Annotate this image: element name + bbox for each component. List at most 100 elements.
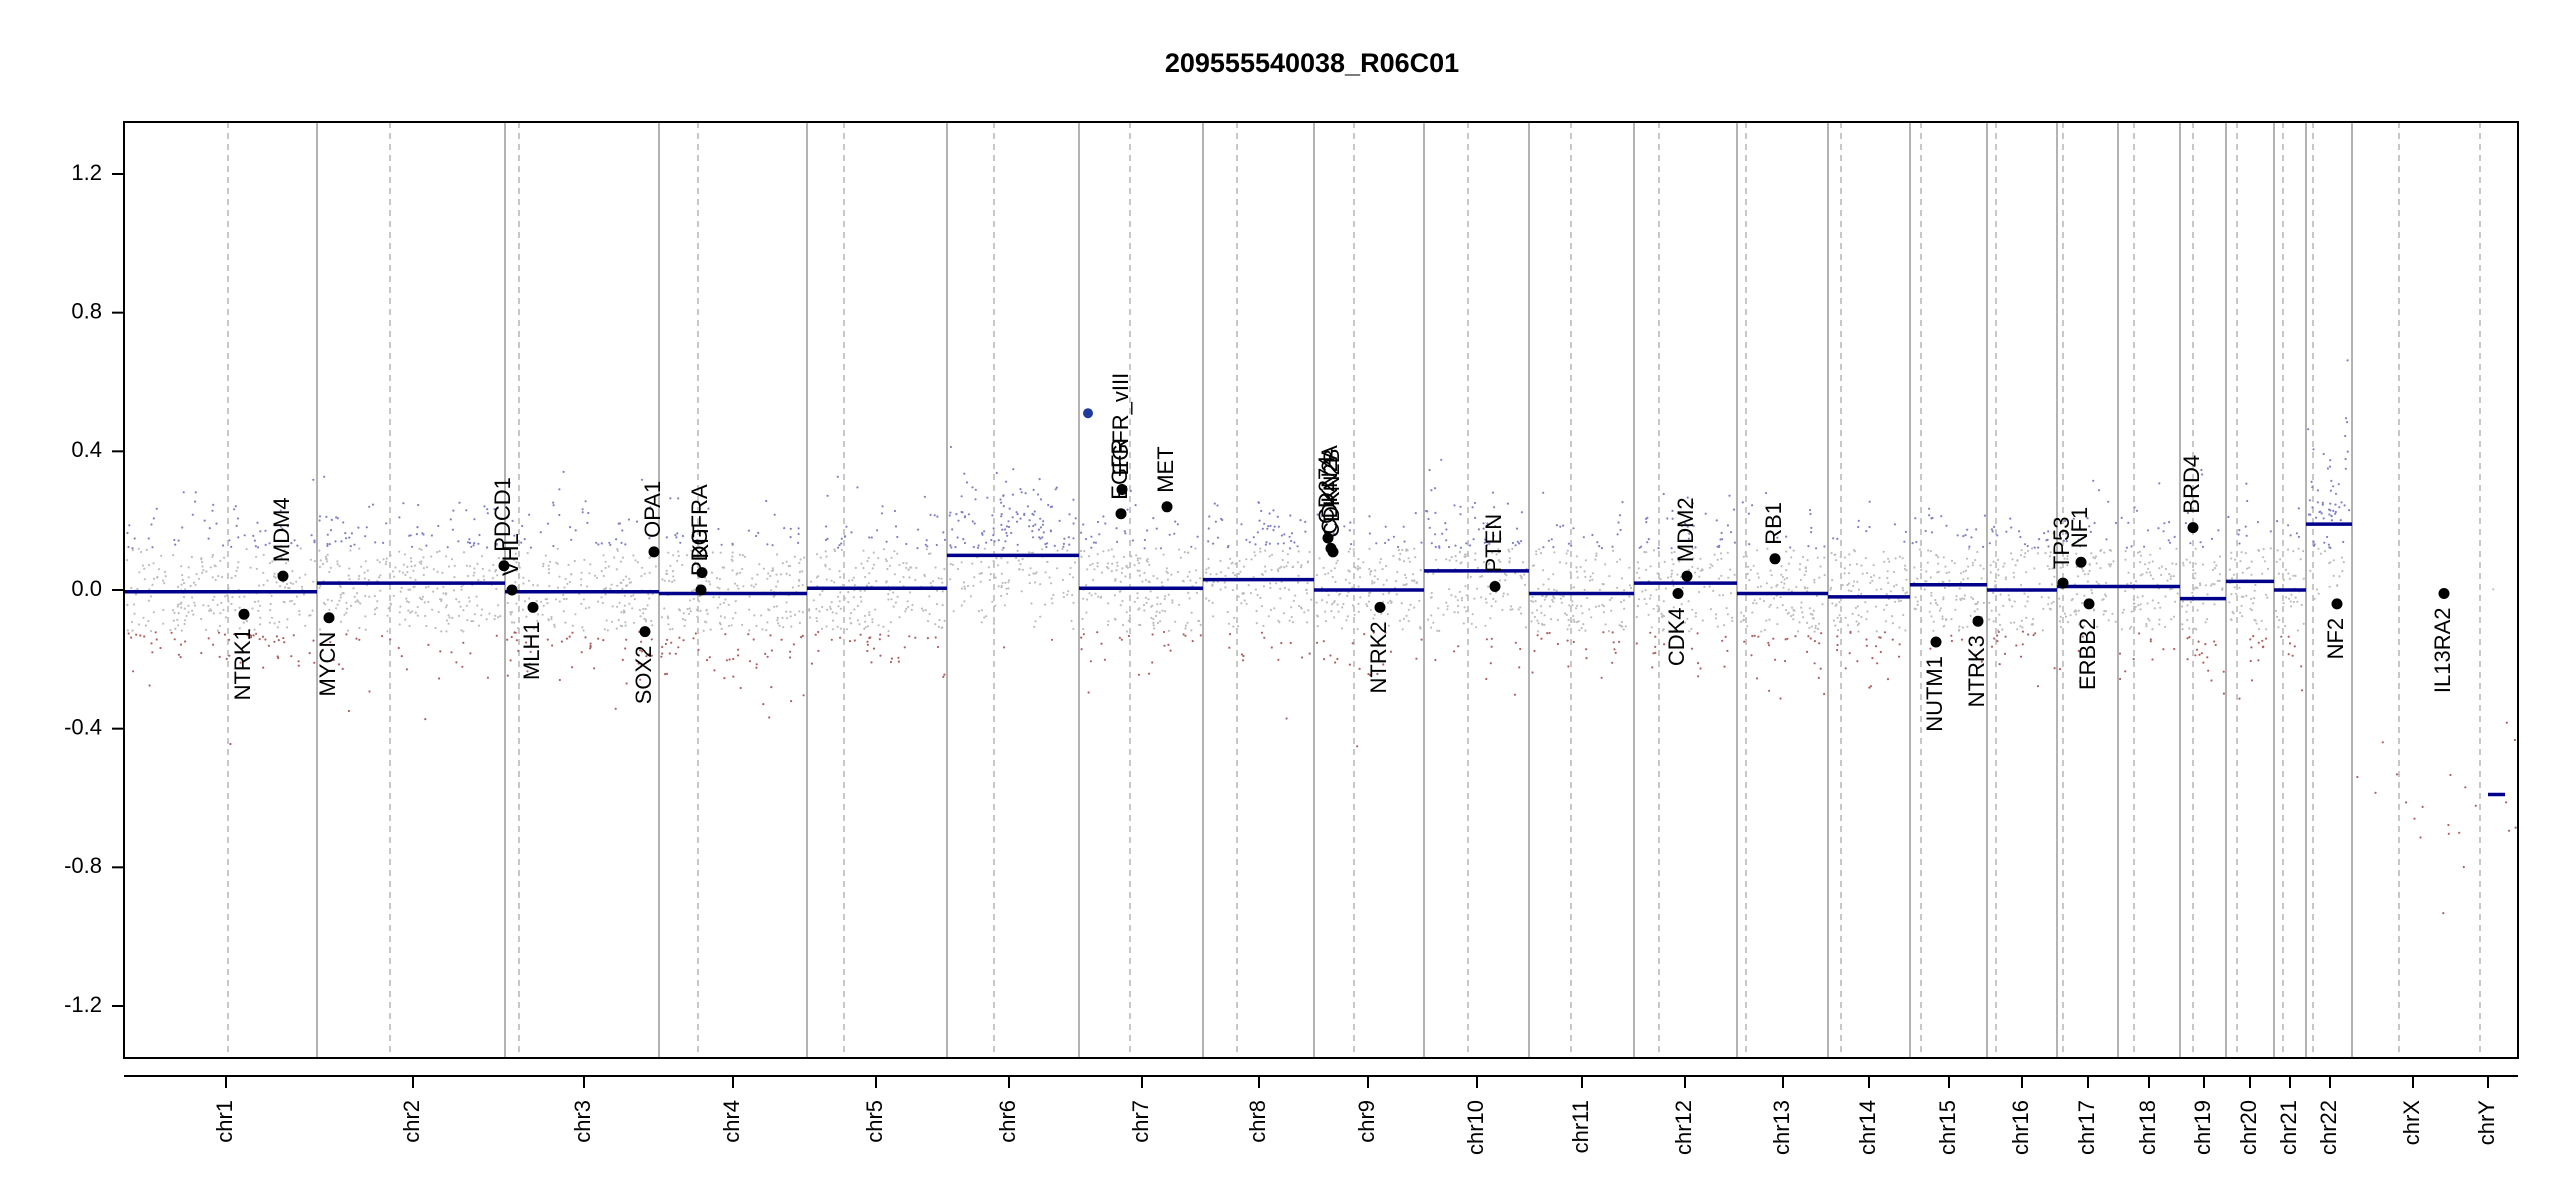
probe-point — [1261, 527, 1264, 530]
probe-point — [1555, 524, 1559, 527]
probe-point — [353, 595, 356, 599]
probe-point — [1620, 601, 1623, 604]
probe-point — [297, 664, 300, 667]
probe-point — [997, 564, 1000, 567]
probe-point — [1581, 612, 1584, 615]
probe-point — [1948, 579, 1951, 582]
probe-point — [326, 544, 329, 548]
probe-point — [416, 614, 419, 617]
probe-point — [136, 587, 139, 591]
probe-point — [619, 581, 622, 584]
probe-point — [2230, 618, 2233, 622]
probe-point — [1611, 661, 1614, 664]
probe-point — [1119, 604, 1122, 607]
probe-point — [2213, 603, 2216, 606]
probe-point — [1930, 594, 1933, 597]
probe-point — [2250, 679, 2254, 682]
probe-point — [731, 543, 734, 546]
probe-point — [1905, 591, 1909, 594]
probe-point — [157, 568, 161, 571]
probe-point — [1769, 569, 1772, 572]
probe-point — [197, 577, 201, 580]
probe-point — [2334, 503, 2337, 506]
probe-point — [1768, 689, 1771, 692]
probe-point — [1227, 622, 1231, 625]
probe-point — [1520, 540, 1523, 543]
gene-marker-pdgfra — [695, 584, 707, 596]
probe-point — [1062, 591, 1065, 594]
probe-point — [1080, 555, 1083, 559]
probe-point — [1039, 517, 1042, 520]
probe-point — [267, 644, 270, 647]
probe-point — [1194, 547, 1197, 550]
probe-point — [462, 609, 465, 612]
probe-point — [1552, 546, 1555, 549]
probe-point — [586, 585, 589, 588]
probe-point — [273, 572, 276, 575]
probe-point — [385, 560, 388, 563]
probe-point — [1079, 549, 1083, 553]
probe-point — [1032, 513, 1035, 516]
probe-point — [376, 600, 379, 603]
probe-point — [150, 630, 153, 633]
probe-point — [1003, 528, 1007, 531]
probe-point — [427, 600, 430, 604]
probe-point — [1573, 586, 1576, 589]
probe-point — [971, 486, 974, 489]
probe-point — [394, 566, 397, 569]
probe-point — [568, 580, 572, 584]
x-tick-label-chr7: chr7 — [1128, 1100, 1153, 1143]
gene-label-cd274: CD274 — [1314, 456, 1339, 524]
probe-point — [1726, 649, 1729, 653]
probe-point — [1395, 593, 1398, 596]
probe-point — [790, 700, 793, 703]
probe-point — [2307, 428, 2310, 431]
probe-point — [437, 524, 440, 528]
probe-point — [1188, 570, 1191, 574]
probe-point — [782, 626, 785, 629]
probe-point — [1490, 605, 1493, 608]
probe-point — [453, 564, 456, 568]
probe-point — [1133, 600, 1136, 603]
probe-point — [2206, 593, 2209, 596]
x-tick-label-chr15: chr15 — [1935, 1100, 1960, 1155]
probe-point — [971, 520, 974, 523]
probe-point — [582, 598, 586, 601]
probe-point — [2329, 489, 2333, 492]
gene-marker-egfr — [1115, 508, 1127, 520]
probe-point — [1234, 562, 1237, 565]
probe-point — [1591, 533, 1594, 537]
probe-point — [1453, 650, 1456, 653]
probe-point — [1159, 620, 1162, 623]
probe-point — [1815, 594, 1818, 598]
probe-point — [2016, 628, 2019, 631]
probe-point — [1176, 570, 1179, 574]
probe-point — [1721, 639, 1724, 642]
probe-point — [665, 569, 668, 572]
probe-point — [1167, 629, 1170, 633]
probe-point — [863, 627, 866, 631]
probe-point — [1725, 607, 1728, 610]
probe-point — [1694, 611, 1697, 615]
probe-point — [2288, 577, 2291, 581]
probe-point — [2047, 596, 2050, 599]
probe-point — [798, 610, 801, 613]
probe-point — [899, 580, 902, 583]
probe-point — [1566, 549, 1569, 552]
probe-point — [506, 638, 509, 641]
probe-point — [2103, 551, 2106, 554]
probe-point — [957, 519, 960, 522]
probe-point — [1928, 610, 1931, 613]
probe-point — [881, 505, 884, 508]
probe-point — [622, 578, 625, 582]
probe-point — [509, 613, 512, 616]
probe-point — [864, 575, 867, 579]
probe-point — [339, 585, 342, 589]
probe-point — [2326, 535, 2329, 539]
probe-point — [1975, 528, 1978, 531]
probe-point — [340, 540, 343, 543]
probe-point — [1371, 582, 1374, 585]
probe-point — [1770, 586, 1773, 589]
probe-point — [820, 627, 824, 630]
probe-point — [465, 564, 468, 567]
